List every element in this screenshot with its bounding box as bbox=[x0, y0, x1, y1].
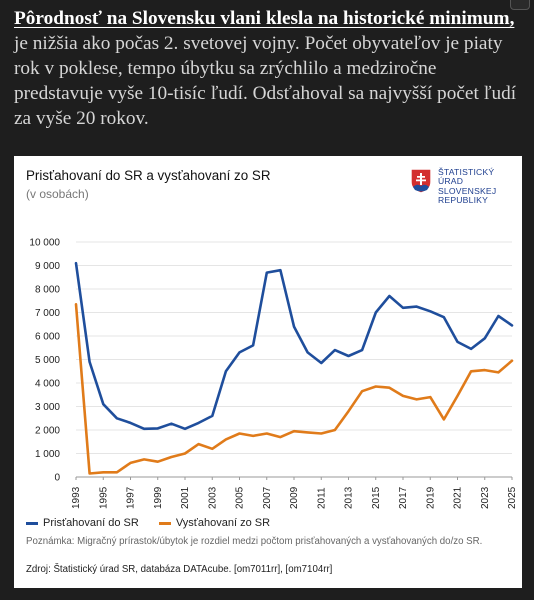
x-tick-label: 2021 bbox=[453, 486, 464, 509]
line-chart: 0 1 000 2 000 3 000 4 000 5 000 6 000 7 000 8 00… bbox=[29, 238, 518, 510]
x-tick-label: 1999 bbox=[153, 486, 164, 509]
y-tick-label: 9 000 bbox=[35, 261, 60, 272]
logo-line: REPUBLIKY bbox=[438, 195, 489, 206]
y-tick-label: 4 000 bbox=[35, 379, 60, 390]
chart-card: 0 1 000 2 000 3 000 4 000 5 000 6 000 7 000 8 00… bbox=[14, 156, 522, 588]
y-tick-label: 3 000 bbox=[35, 402, 60, 413]
article-body: je nižšia ako počas 2. svetovej vojny. P… bbox=[14, 33, 517, 129]
logo-line: SLOVENSKEJ bbox=[438, 185, 497, 196]
chart-title: Prisťahovaní do SR a vysťahovaní zo SR bbox=[26, 168, 271, 183]
x-tick-label: 2017 bbox=[398, 486, 409, 509]
x-tick-label: 1997 bbox=[126, 486, 137, 509]
chart-legend: Prisťahovaní do SR Vysťahovaní zo SR bbox=[26, 517, 270, 529]
x-tick-label: 2003 bbox=[207, 486, 218, 509]
x-tick-label: 2019 bbox=[425, 486, 436, 509]
y-tick-label: 5 000 bbox=[35, 355, 60, 366]
series-line-immigration bbox=[74, 261, 514, 431]
y-tick-label: 10 000 bbox=[29, 238, 60, 249]
share-icon[interactable] bbox=[510, 0, 530, 10]
x-tick-label: 2013 bbox=[344, 486, 355, 509]
x-tick-label: 2009 bbox=[289, 486, 300, 509]
legend-label: Vysťahovaní zo SR bbox=[175, 517, 271, 529]
x-tick-label: 2001 bbox=[180, 486, 191, 509]
series-line-emigration bbox=[74, 303, 514, 475]
logo-line: ŠTATISTICKÝ bbox=[438, 167, 495, 177]
y-tick-label: 6 000 bbox=[35, 332, 60, 343]
logo-text: ŠTATISTICKÝ ÚRAD SLOVENSKEJ REPUBLIKY bbox=[438, 167, 508, 206]
chart-subtitle: (v osobách) bbox=[26, 187, 89, 201]
slovak-coat-of-arms-icon bbox=[410, 168, 432, 194]
article-intro: Pôrodnosť na Slovensku vlani klesla na h… bbox=[14, 6, 524, 131]
chart-note: Poznámka: Migračný prírastok/úbytok je r… bbox=[26, 536, 483, 547]
article-lead-link[interactable]: Pôrodnosť na Slovensku vlani klesla na h… bbox=[14, 8, 515, 29]
x-tick-label: 1993 bbox=[71, 486, 82, 509]
logo-line: ÚRAD bbox=[438, 176, 464, 187]
x-tick-label: 2007 bbox=[262, 486, 273, 509]
statistics-office-logo: ŠTATISTICKÝ ÚRAD SLOVENSKEJ REPUBLIKY bbox=[410, 167, 508, 206]
y-tick-label: 0 bbox=[54, 473, 60, 484]
y-tick-label: 2 000 bbox=[35, 426, 60, 437]
legend-swatch-immigration bbox=[26, 521, 38, 525]
x-tick-label: 2023 bbox=[480, 486, 491, 509]
legend-label: Prisťahovaní do SR bbox=[43, 517, 139, 529]
y-tick-label: 1 000 bbox=[35, 449, 60, 460]
chart-source: Zdroj: Štatistický úrad SR, databáza DAT… bbox=[26, 564, 333, 575]
y-tick-label: 7 000 bbox=[35, 308, 60, 319]
x-tick-label: 2005 bbox=[235, 486, 246, 509]
x-tick-label: 2015 bbox=[371, 486, 382, 509]
x-tick-label: 1995 bbox=[98, 486, 109, 509]
x-tick-label: 2025 bbox=[507, 486, 518, 509]
x-tick-label: 2011 bbox=[316, 487, 327, 509]
legend-item-emigration: Vysťahovaní zo SR bbox=[158, 517, 271, 529]
legend-swatch-emigration bbox=[158, 521, 171, 525]
y-tick-label: 8 000 bbox=[35, 285, 60, 296]
legend-item-immigration: Prisťahovaní do SR bbox=[26, 517, 139, 529]
